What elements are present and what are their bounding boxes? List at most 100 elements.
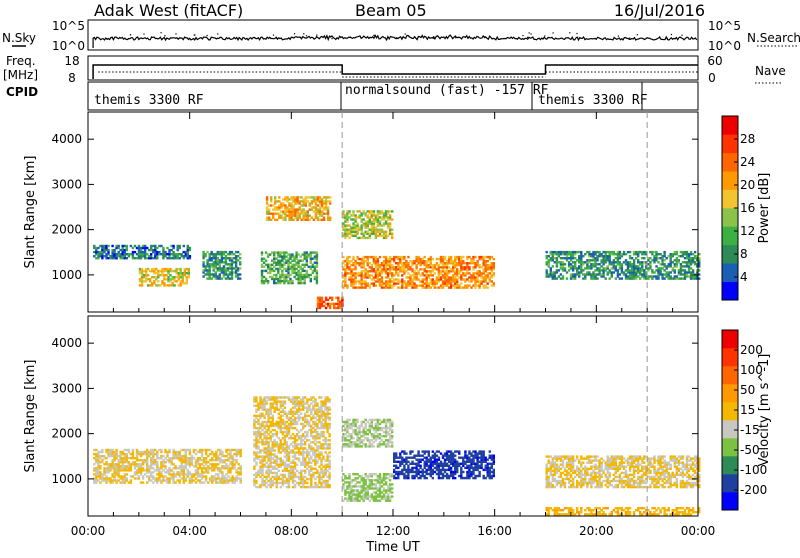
heatmap-cell — [292, 478, 294, 480]
heatmap-cell — [304, 441, 306, 443]
heatmap-cell — [316, 484, 318, 486]
heatmap-cell — [352, 231, 354, 233]
heatmap-cell — [444, 262, 446, 264]
heatmap-cell — [291, 280, 293, 282]
heatmap-cell — [371, 210, 373, 212]
heatmap-cell — [688, 275, 690, 277]
heatmap-cell — [289, 274, 291, 276]
heatmap-cell — [670, 271, 672, 273]
noise-dot — [175, 33, 176, 34]
heatmap-cell — [211, 469, 213, 471]
heatmap-cell — [213, 273, 215, 275]
heatmap-cell — [109, 453, 111, 455]
heatmap-cell — [377, 266, 379, 268]
heatmap-cell — [674, 271, 676, 273]
heatmap-cell — [395, 272, 397, 274]
heatmap-cell — [566, 271, 568, 273]
heatmap-cell — [574, 253, 576, 255]
heatmap-cell — [462, 260, 464, 262]
heatmap-cell — [346, 210, 348, 212]
heatmap-cell — [292, 437, 294, 439]
heatmap-cell — [280, 215, 282, 217]
heatmap-cell — [391, 218, 393, 220]
heatmap-cell — [124, 481, 126, 483]
heatmap-cell — [284, 204, 286, 206]
heatmap-cell — [128, 449, 130, 451]
heatmap-cell — [285, 255, 287, 257]
heatmap-cell — [474, 256, 476, 258]
heatmap-cell — [223, 465, 225, 467]
heatmap-cell — [274, 433, 276, 435]
heatmap-cell — [572, 277, 574, 279]
colorbar-tick-label: 4 — [740, 270, 748, 284]
heatmap-cell — [291, 260, 293, 262]
noise-left-label: N.Sky — [2, 31, 36, 45]
heatmap-cell — [694, 251, 696, 253]
heatmap-cell — [239, 253, 241, 255]
heatmap-cell — [261, 413, 263, 415]
heatmap-cell — [596, 263, 598, 265]
heatmap-cell — [407, 266, 409, 268]
heatmap-cell — [217, 467, 219, 469]
cpid-segment-3: themis 3300 RF — [538, 93, 648, 108]
noise-right-label: N.Search — [747, 31, 800, 45]
heatmap-cell — [255, 445, 257, 447]
heatmap-cell — [333, 303, 335, 305]
heatmap-cell — [548, 255, 550, 257]
heatmap-cell — [468, 272, 470, 274]
heatmap-cell — [156, 451, 158, 453]
heatmap-cell — [365, 256, 367, 258]
heatmap-cell — [310, 455, 312, 457]
heatmap-cell — [298, 431, 300, 433]
heatmap-cell — [556, 265, 558, 267]
heatmap-cell — [268, 217, 270, 219]
noise-left-tick-bottom: 10^0 — [52, 39, 85, 53]
heatmap-cell — [379, 220, 381, 222]
heatmap-cell — [304, 417, 306, 419]
heatmap-cell — [261, 472, 263, 474]
heatmap-cell — [365, 280, 367, 282]
heatmap-cell — [235, 449, 237, 451]
heatmap-cell — [371, 443, 373, 445]
heatmap-cell — [546, 251, 548, 253]
noise-left-tick-top: 10^5 — [52, 19, 85, 33]
heatmap-cell — [290, 219, 292, 221]
noise-dot — [409, 36, 410, 37]
heatmap-cell — [296, 202, 298, 204]
heatmap-cell — [304, 476, 306, 478]
heatmap-cell — [365, 268, 367, 270]
heatmap-cell — [274, 453, 276, 455]
heatmap-cell — [219, 253, 221, 255]
heatmap-cell — [150, 453, 152, 455]
heatmap-cell — [231, 271, 233, 273]
heatmap-cell — [649, 257, 651, 259]
heatmap-cell — [187, 457, 189, 459]
heatmap-cell — [255, 396, 257, 398]
heatmap-cell — [156, 463, 158, 465]
heatmap-cell — [346, 427, 348, 429]
heatmap-cell — [310, 441, 312, 443]
heatmap-cell — [239, 267, 241, 269]
heatmap-cell — [139, 278, 141, 280]
heatmap-cell — [211, 481, 213, 483]
heatmap-cell — [385, 231, 387, 233]
nave-tick-bottom: 0 — [708, 71, 716, 85]
heatmap-cell — [311, 202, 313, 204]
heatmap-cell — [578, 271, 580, 273]
heatmap-cell — [261, 405, 263, 407]
heatmap-cell — [419, 258, 421, 260]
heatmap-cell — [156, 457, 158, 459]
heatmap-cell — [156, 473, 158, 475]
heatmap-cell — [255, 433, 257, 435]
heatmap-cell — [444, 282, 446, 284]
heatmap-cell — [292, 396, 294, 398]
heatmap-cell — [150, 253, 152, 255]
heatmap-cell — [381, 272, 383, 274]
heatmap-cell — [274, 213, 276, 215]
heatmap-cell — [367, 433, 369, 435]
heatmap-cell — [304, 486, 306, 488]
heatmap-cell — [240, 481, 242, 483]
heatmap-cell — [206, 259, 208, 261]
heatmap-cell — [487, 266, 489, 268]
